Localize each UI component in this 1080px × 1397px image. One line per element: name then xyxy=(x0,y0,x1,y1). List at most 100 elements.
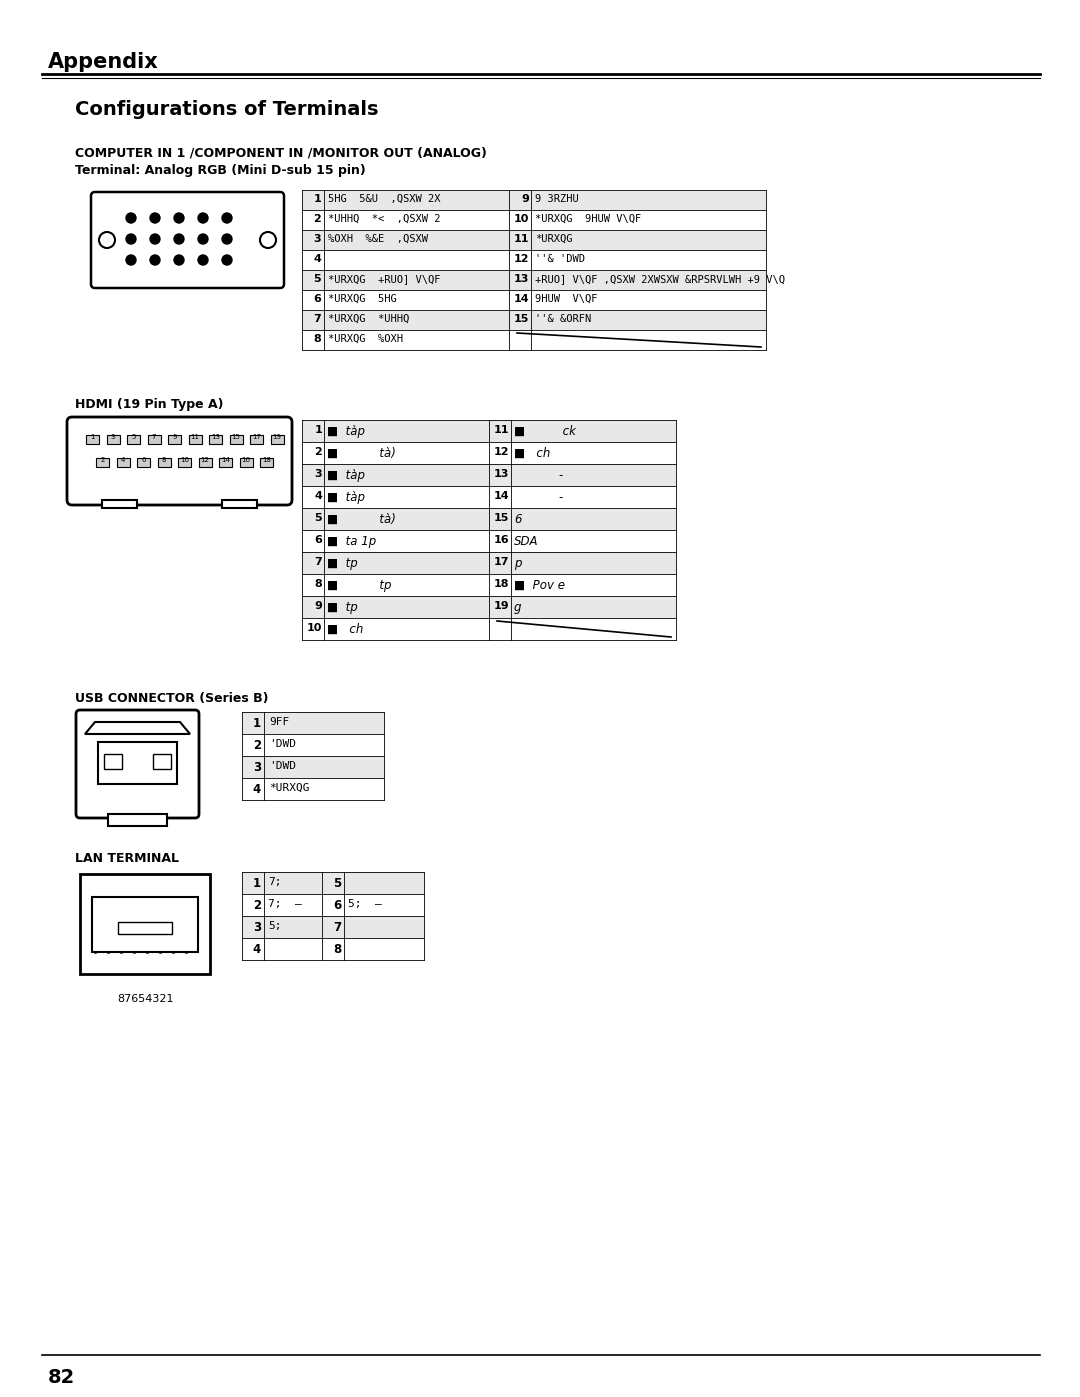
Text: HDMI (19 Pin Type A): HDMI (19 Pin Type A) xyxy=(75,398,224,411)
Circle shape xyxy=(174,235,184,244)
Bar xyxy=(302,597,676,617)
Text: 7: 7 xyxy=(152,434,157,440)
Text: 3: 3 xyxy=(253,921,261,935)
Bar xyxy=(127,434,140,444)
Text: 5: 5 xyxy=(313,274,321,284)
Text: 14: 14 xyxy=(221,457,230,462)
Bar xyxy=(509,190,766,210)
FancyBboxPatch shape xyxy=(80,875,210,974)
Text: ■  tp: ■ tp xyxy=(327,601,357,615)
Text: *URXQG: *URXQG xyxy=(269,782,310,793)
Text: 'DWD: 'DWD xyxy=(269,739,296,749)
Bar xyxy=(302,270,509,291)
Text: 18: 18 xyxy=(262,457,271,462)
Bar xyxy=(222,500,257,509)
Circle shape xyxy=(198,235,208,244)
Text: ■           tà): ■ tà) xyxy=(327,447,396,460)
Text: 9FF: 9FF xyxy=(269,717,289,726)
Text: ■  Pov e: ■ Pov e xyxy=(514,578,565,592)
Text: g: g xyxy=(514,601,522,615)
Text: ''& &ORFN: ''& &ORFN xyxy=(535,314,591,324)
Circle shape xyxy=(222,235,232,244)
Text: 8: 8 xyxy=(313,334,321,344)
Text: ■  tàp: ■ tàp xyxy=(327,469,365,482)
Text: 10: 10 xyxy=(307,623,322,633)
Text: 8: 8 xyxy=(162,457,166,462)
Bar xyxy=(270,434,283,444)
Text: 6: 6 xyxy=(313,293,321,305)
Bar xyxy=(107,434,120,444)
Bar xyxy=(104,754,122,768)
Text: *URXQG  +RUO] V\QF: *URXQG +RUO] V\QF xyxy=(328,274,441,284)
Bar xyxy=(86,434,99,444)
Bar xyxy=(219,458,232,467)
Text: 9: 9 xyxy=(522,194,529,204)
Bar xyxy=(242,733,384,756)
Bar xyxy=(118,922,172,935)
Bar xyxy=(242,712,384,733)
Text: 3: 3 xyxy=(253,761,261,774)
Bar xyxy=(242,872,424,894)
Text: 4: 4 xyxy=(253,943,261,956)
Text: 7: 7 xyxy=(333,921,341,935)
Text: LAN TERMINAL: LAN TERMINAL xyxy=(75,852,179,865)
Bar xyxy=(242,756,384,778)
Circle shape xyxy=(150,235,160,244)
Bar xyxy=(249,434,264,444)
Circle shape xyxy=(222,212,232,224)
Bar xyxy=(509,231,766,250)
Bar xyxy=(302,441,676,464)
Text: 9: 9 xyxy=(314,601,322,610)
Text: 5HG  5&U  ,QSXW 2X: 5HG 5&U ,QSXW 2X xyxy=(328,194,441,204)
Text: *URXQG  *UHHQ: *URXQG *UHHQ xyxy=(328,314,409,324)
Text: 4: 4 xyxy=(253,782,261,796)
Circle shape xyxy=(126,212,136,224)
Text: *URXQG  5HG: *URXQG 5HG xyxy=(328,293,396,305)
Text: 19: 19 xyxy=(494,601,509,610)
Text: 6: 6 xyxy=(314,535,322,545)
Bar xyxy=(189,434,202,444)
Circle shape xyxy=(99,232,114,249)
Text: -: - xyxy=(514,490,564,504)
Bar xyxy=(302,529,676,552)
Text: *URXQG: *URXQG xyxy=(535,235,572,244)
Text: ■           tp: ■ tp xyxy=(327,578,391,592)
Circle shape xyxy=(126,235,136,244)
Bar xyxy=(96,458,109,467)
Text: 11: 11 xyxy=(513,235,529,244)
Text: 1: 1 xyxy=(314,425,322,434)
Text: 12: 12 xyxy=(494,447,509,457)
Text: 12: 12 xyxy=(201,457,210,462)
Bar xyxy=(242,916,424,937)
Bar xyxy=(302,310,509,330)
Text: 82: 82 xyxy=(48,1368,76,1387)
Text: 17: 17 xyxy=(252,434,261,440)
Text: 2: 2 xyxy=(313,214,321,224)
Text: *UHHQ  *<  ,QSXW 2: *UHHQ *< ,QSXW 2 xyxy=(328,214,441,224)
Text: 7;  –: 7; – xyxy=(268,900,301,909)
Bar xyxy=(302,210,509,231)
Circle shape xyxy=(150,256,160,265)
Circle shape xyxy=(260,232,276,249)
Bar xyxy=(302,330,509,351)
Text: 5: 5 xyxy=(333,877,341,890)
Text: 1: 1 xyxy=(313,194,321,204)
Bar xyxy=(302,291,509,310)
Text: 7: 7 xyxy=(313,314,321,324)
Text: Configurations of Terminals: Configurations of Terminals xyxy=(75,101,378,119)
Text: 9: 9 xyxy=(172,434,177,440)
Text: 10: 10 xyxy=(180,457,189,462)
Text: 9 3RZHU: 9 3RZHU xyxy=(535,194,579,204)
Bar xyxy=(302,190,509,210)
Bar xyxy=(240,458,253,467)
Text: 4: 4 xyxy=(121,457,125,462)
Bar xyxy=(158,458,171,467)
Text: 16: 16 xyxy=(242,457,251,462)
Text: 14: 14 xyxy=(513,293,529,305)
Bar xyxy=(509,250,766,270)
Text: 8: 8 xyxy=(333,943,341,956)
Text: ''& 'DWD: ''& 'DWD xyxy=(535,254,585,264)
Text: 2: 2 xyxy=(100,457,105,462)
Bar xyxy=(302,250,509,270)
Text: p: p xyxy=(514,557,522,570)
